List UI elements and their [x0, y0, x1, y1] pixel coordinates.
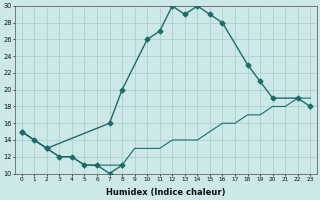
X-axis label: Humidex (Indice chaleur): Humidex (Indice chaleur) — [106, 188, 226, 197]
